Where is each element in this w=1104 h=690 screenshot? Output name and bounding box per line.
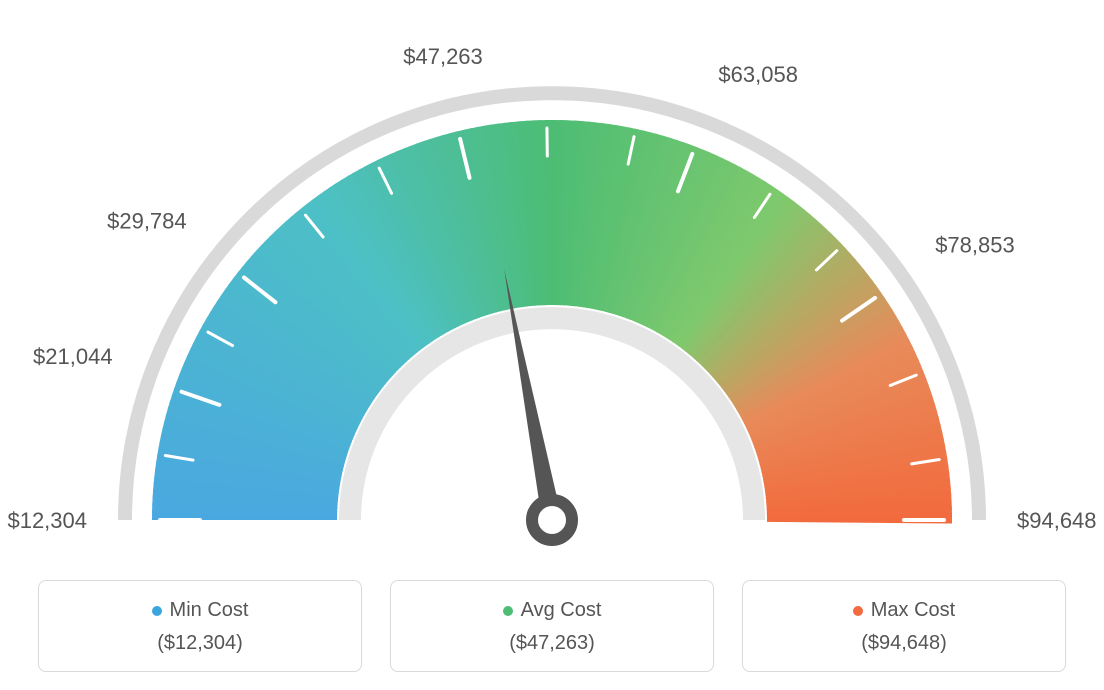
legend-label-row: Avg Cost <box>401 599 703 622</box>
legend-label-row: Min Cost <box>49 599 351 622</box>
legend-card-max: Max Cost ($94,648) <box>742 580 1066 672</box>
tick-label: $63,058 <box>718 62 798 87</box>
legend-value-min: ($12,304) <box>49 632 351 655</box>
needle-hub <box>532 500 572 540</box>
legend-row: Min Cost ($12,304) Avg Cost ($47,263) Ma… <box>0 580 1104 672</box>
legend-card-avg: Avg Cost ($47,263) <box>390 580 714 672</box>
tick-label: $29,784 <box>107 208 187 233</box>
tick-label: $94,648 <box>1017 508 1097 533</box>
legend-label-max: Max Cost <box>871 599 955 622</box>
tick-label: $12,304 <box>7 508 87 533</box>
tick-label: $47,263 <box>403 44 483 69</box>
legend-value-max: ($94,648) <box>753 632 1055 655</box>
tick-label: $21,044 <box>33 344 113 369</box>
legend-dot-min <box>152 606 162 616</box>
legend-card-min: Min Cost ($12,304) <box>38 580 362 672</box>
legend-value-avg: ($47,263) <box>401 632 703 655</box>
legend-dot-max <box>853 606 863 616</box>
legend-label-row: Max Cost <box>753 599 1055 622</box>
legend-label-avg: Avg Cost <box>521 599 602 622</box>
cost-gauge: $12,304 $21,044 $29,784 $47,263 $63,058 $78,8… <box>0 0 1104 560</box>
legend-dot-avg <box>503 606 513 616</box>
tick-label: $78,853 <box>935 233 1015 258</box>
legend-label-min: Min Cost <box>170 599 249 622</box>
